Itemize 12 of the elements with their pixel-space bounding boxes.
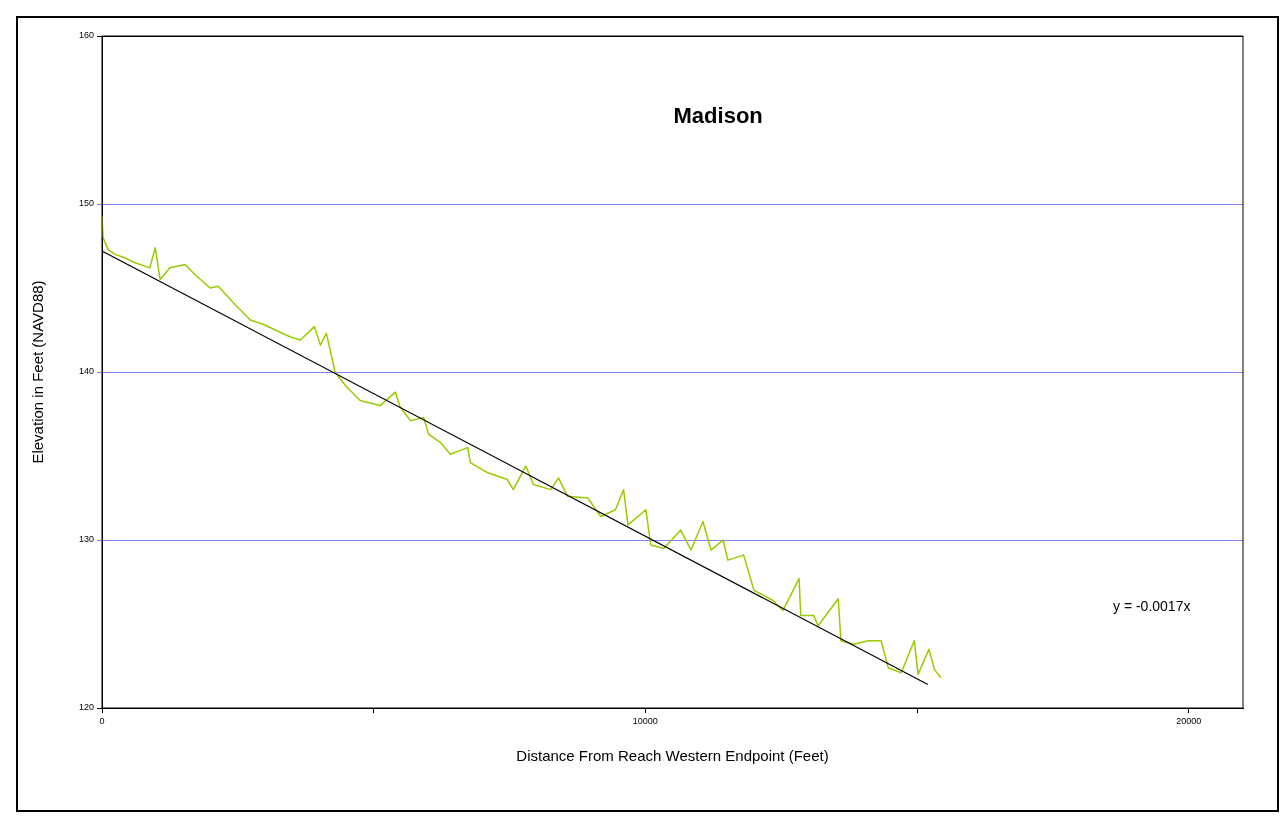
x-axis-title: Distance From Reach Western Endpoint (Feet) [516,747,829,765]
y-axis-title: Elevation in Feet (NAVD88) [29,280,47,464]
y-tick-label: 160 [78,30,94,41]
annotation: y = -0.0017x [1113,598,1191,615]
x-tick-label: 0 [99,715,105,726]
y-tick-label: 120 [78,702,94,713]
x-tick-label: 20000 [1176,715,1202,726]
y-tick-label: 140 [78,366,94,377]
text: Madison [673,103,763,129]
x-tick-label: 10000 [632,715,658,726]
y-tick-label: 130 [78,534,94,545]
y-tick-label: 150 [78,198,94,209]
